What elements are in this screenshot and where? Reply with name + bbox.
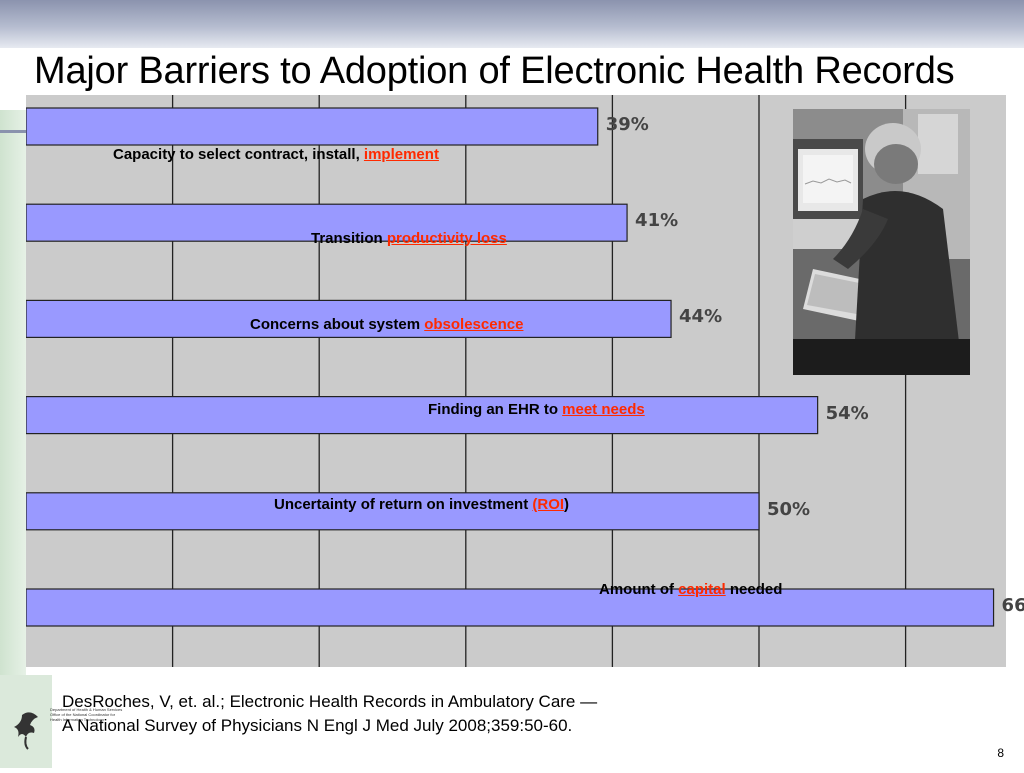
citation-line-2: A National Survey of Physicians N Engl J…: [62, 716, 573, 735]
category-keyword: obsolescence: [424, 316, 524, 333]
data-label-1: 39%: [605, 114, 649, 135]
category-label-text: Concerns about system: [250, 316, 425, 333]
category-keyword: (ROI: [532, 496, 565, 513]
category-label-5: Uncertainty of return on investment (ROI…: [274, 496, 569, 513]
rule-line: [0, 130, 26, 133]
bar-2: [26, 203, 628, 242]
side-band: [0, 110, 26, 768]
physician-computer-photo: [793, 109, 970, 375]
category-label-6: Amount of capital needed: [599, 581, 782, 598]
bar-6: [26, 588, 995, 627]
citation: DesRoches, V, et. al.; Electronic Health…: [62, 690, 597, 738]
bar-4: [26, 396, 819, 435]
data-label-5: 50%: [767, 498, 811, 520]
logo-line-2: Office of the National Coordinator for: [50, 712, 116, 717]
data-label-6: 66%: [1001, 595, 1024, 616]
header-band: [0, 0, 1024, 48]
data-label-4: 54%: [825, 402, 869, 424]
category-label-suffix: needed: [725, 581, 783, 598]
category-label-4: Finding an EHR to meet needs: [428, 401, 645, 418]
category-label-text: Amount of: [599, 581, 679, 598]
chart-canvas: [26, 95, 995, 667]
category-keyword: meet needs: [562, 401, 645, 418]
page-number: 8: [997, 746, 1004, 760]
category-keyword: capital: [678, 581, 726, 598]
data-label-3: 44%: [679, 306, 723, 328]
category-keyword: implement: [363, 146, 439, 163]
bar-3: [26, 299, 672, 338]
citation-line-1: DesRoches, V, et. al.; Electronic Health…: [62, 692, 598, 711]
data-label-2: 41%: [635, 210, 679, 232]
bar-5: [26, 492, 760, 531]
category-label-text: Uncertainty of return on investment: [274, 496, 533, 513]
category-label-text: Finding an EHR to: [428, 401, 563, 418]
category-label-text: Capacity to select contract, install,: [113, 146, 364, 163]
hhs-logo-text: Department of Health & Human Services Of…: [50, 707, 150, 722]
logo-line-1: Department of Health & Human Services: [50, 707, 123, 712]
hhs-logo-panel: [0, 675, 52, 768]
category-label-text: Transition: [311, 230, 387, 247]
category-label-3: Concerns about system obsolescence: [250, 316, 523, 333]
category-label-1: Capacity to select contract, install, im…: [113, 146, 439, 163]
category-label-suffix: ): [564, 496, 570, 513]
category-keyword: productivity loss: [386, 230, 507, 247]
logo-line-3: Health Information Technology: [50, 717, 104, 722]
slide-title: Major Barriers to Adoption of Electronic…: [34, 50, 955, 92]
hhs-eagle-logo-icon: [14, 712, 38, 750]
category-label-2: Transition productivity loss: [311, 230, 507, 247]
bar-1: [26, 107, 599, 146]
